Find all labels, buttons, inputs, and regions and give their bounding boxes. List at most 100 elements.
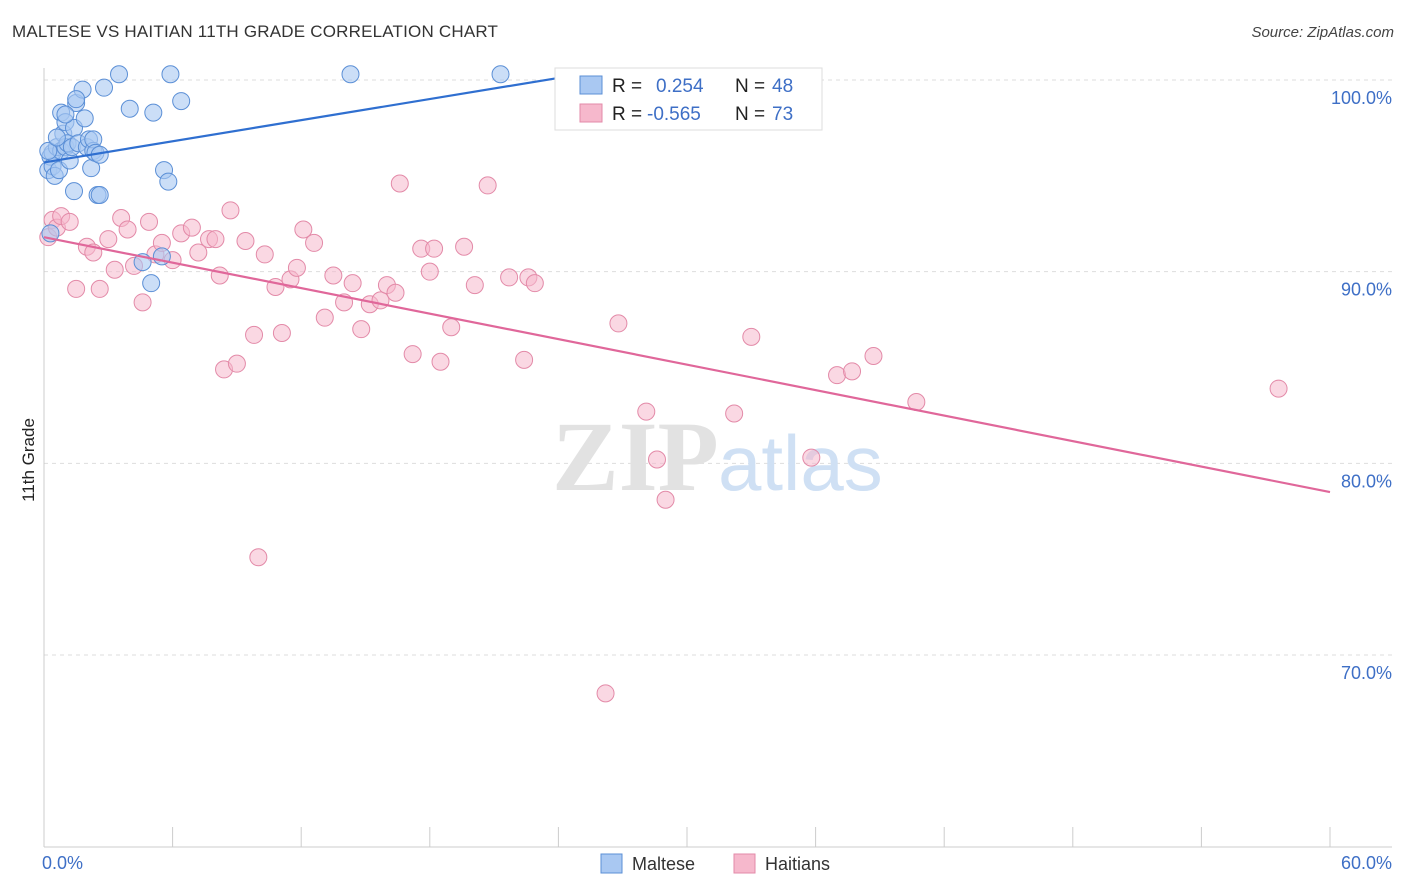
y-tick-label-1: 90.0% — [1341, 280, 1392, 300]
legend-n-label-2: N = — [735, 104, 765, 125]
legend-swatch-haitians — [579, 103, 603, 123]
haitian-point-70 — [843, 362, 862, 381]
haitian-point-12 — [118, 220, 137, 239]
bottom-legend-maltese: Maltese — [632, 854, 695, 874]
haitian-point-31 — [255, 245, 274, 264]
maltese-point-45 — [39, 141, 58, 160]
y-tick-label-3: 70.0% — [1341, 663, 1392, 683]
maltese-point-38 — [161, 65, 180, 84]
haitian-point-4 — [60, 212, 79, 231]
x-tick-label-1: 60.0% — [1341, 853, 1392, 873]
haitian-point-64 — [647, 450, 666, 469]
chart-title: MALTESE VS HAITIAN 11TH GRADE CORRELATIO… — [12, 22, 499, 41]
haitian-point-26 — [221, 201, 240, 220]
maltese-point-31 — [120, 99, 139, 118]
maltese-point-47 — [90, 186, 109, 204]
haitian-point-9 — [99, 230, 118, 249]
maltese-point-15 — [65, 182, 84, 201]
haitian-point-47 — [390, 174, 409, 193]
haitian-point-15 — [140, 212, 159, 231]
haitian-point-50 — [420, 262, 439, 281]
haitian-point-71 — [864, 347, 883, 365]
haitian-point-61 — [596, 684, 615, 703]
maltese-point-20 — [75, 109, 94, 128]
haitian-point-52 — [431, 352, 450, 371]
haitian-point-14 — [133, 293, 152, 312]
haitian-point-48 — [403, 345, 422, 364]
maltese-point-34 — [144, 103, 163, 122]
haitian-point-66 — [725, 404, 744, 423]
haitian-point-51 — [425, 239, 444, 258]
haitian-point-20 — [182, 218, 201, 237]
haitian-point-24 — [210, 266, 229, 285]
legend-box: R = 0.254 N = 48 R = -0.565 N = 73 — [554, 67, 823, 131]
haitian-point-73 — [1269, 379, 1288, 398]
haitian-point-27 — [227, 354, 246, 373]
y-axis-title: 11th Grade — [19, 418, 38, 502]
bottom-legend-swatch-haitians — [733, 853, 756, 874]
haitian-trend-line — [43, 236, 1331, 494]
haitian-point-28 — [236, 232, 255, 250]
haitian-point-36 — [294, 220, 313, 239]
haitian-point-10 — [105, 260, 124, 279]
haitian-point-65 — [656, 490, 675, 509]
trend-lines — [43, 75, 1331, 494]
legend-r-value-1: 0.254 — [656, 76, 704, 97]
bottom-legend: Maltese Haitians — [600, 853, 830, 874]
maltese-point-44 — [56, 105, 75, 124]
haitian-point-5 — [67, 279, 86, 298]
haitian-point-44 — [371, 291, 390, 310]
watermark-zip: ZIP — [552, 401, 719, 512]
legend-r-label-2: R = — [612, 104, 642, 125]
haitian-point-21 — [189, 243, 208, 262]
legend-r-value-2: -0.565 — [647, 104, 701, 125]
legend-n-label-1: N = — [735, 76, 765, 97]
haitian-point-58 — [515, 350, 534, 369]
source-label: Source: ZipAtlas.com — [1251, 24, 1394, 41]
maltese-point-30 — [110, 65, 129, 84]
haitian-point-30 — [249, 548, 268, 567]
haitian-point-53 — [442, 318, 461, 337]
legend-n-value-1: 48 — [772, 76, 793, 97]
legend-n-value-2: 73 — [772, 104, 793, 125]
haitian-point-46 — [386, 283, 405, 302]
haitian-point-39 — [324, 266, 343, 285]
maltese-points — [39, 65, 510, 293]
maltese-point-29 — [95, 78, 114, 97]
bottom-legend-swatch-maltese — [600, 853, 623, 874]
haitian-point-8 — [90, 279, 109, 298]
haitian-points — [39, 174, 1288, 703]
maltese-point-37 — [159, 172, 178, 191]
haitian-point-60 — [525, 274, 544, 293]
tick-labels: 100.0% 90.0% 80.0% 70.0% 0.0% 60.0% — [42, 88, 1392, 873]
haitian-point-29 — [245, 325, 264, 344]
legend-r-label-1: R = — [612, 76, 642, 97]
haitian-point-41 — [343, 274, 362, 293]
maltese-point-41 — [491, 65, 510, 84]
watermark: ZIP atlas — [552, 401, 883, 512]
haitian-point-35 — [287, 258, 306, 277]
haitian-point-57 — [500, 268, 519, 287]
haitian-point-56 — [478, 176, 497, 195]
maltese-point-40 — [341, 65, 360, 84]
axes — [43, 68, 1392, 848]
y-tick-label-0: 100.0% — [1331, 88, 1392, 108]
y-tick-label-2: 80.0% — [1341, 471, 1392, 491]
haitian-point-54 — [455, 237, 474, 256]
haitian-point-55 — [465, 276, 484, 295]
haitian-point-23 — [206, 230, 225, 249]
haitian-point-33 — [272, 324, 291, 342]
haitian-point-63 — [637, 402, 656, 421]
haitian-point-38 — [315, 308, 334, 327]
x-tick-label-0: 0.0% — [42, 853, 83, 873]
haitian-point-42 — [352, 320, 371, 339]
maltese-point-43 — [67, 90, 86, 109]
haitian-point-67 — [742, 327, 761, 346]
haitian-point-62 — [609, 314, 628, 333]
maltese-point-46 — [47, 128, 66, 147]
maltese-trend-line — [43, 75, 570, 164]
maltese-point-33 — [142, 274, 161, 293]
legend-swatch-maltese — [579, 75, 603, 95]
maltese-point-39 — [172, 92, 191, 111]
